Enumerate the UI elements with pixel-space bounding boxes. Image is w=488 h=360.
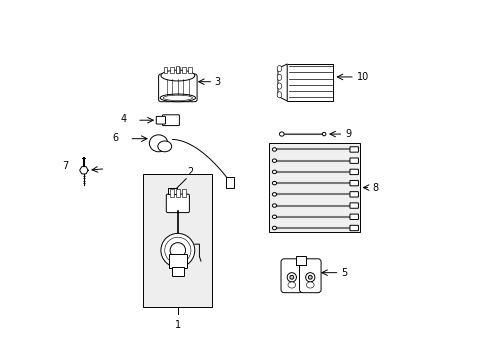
Text: 1: 1: [174, 320, 181, 330]
FancyBboxPatch shape: [162, 115, 179, 126]
Ellipse shape: [277, 92, 281, 98]
Ellipse shape: [164, 237, 190, 264]
FancyBboxPatch shape: [349, 147, 358, 152]
Ellipse shape: [272, 148, 276, 151]
FancyBboxPatch shape: [299, 259, 321, 293]
Text: 6: 6: [112, 133, 118, 143]
FancyBboxPatch shape: [349, 158, 358, 163]
Bar: [169, 67, 173, 73]
Ellipse shape: [277, 66, 281, 72]
Text: 9: 9: [344, 129, 350, 139]
Text: 5: 5: [341, 268, 346, 278]
Ellipse shape: [272, 215, 276, 219]
Bar: [296, 256, 305, 265]
Ellipse shape: [161, 233, 194, 267]
FancyBboxPatch shape: [349, 192, 358, 197]
Ellipse shape: [306, 282, 313, 288]
Polygon shape: [286, 64, 333, 101]
Circle shape: [289, 275, 293, 279]
Bar: [176, 189, 180, 197]
Bar: [167, 188, 177, 194]
FancyBboxPatch shape: [349, 169, 358, 175]
Ellipse shape: [158, 141, 171, 152]
Ellipse shape: [277, 74, 281, 80]
Ellipse shape: [279, 132, 284, 136]
Bar: [169, 189, 173, 197]
Bar: [176, 66, 179, 73]
Text: 8: 8: [371, 183, 377, 193]
Circle shape: [308, 275, 311, 279]
Ellipse shape: [272, 181, 276, 185]
FancyBboxPatch shape: [349, 203, 358, 208]
FancyBboxPatch shape: [281, 259, 302, 293]
Ellipse shape: [149, 135, 167, 152]
Bar: [182, 67, 185, 73]
Bar: [268, 143, 359, 232]
FancyBboxPatch shape: [349, 225, 358, 231]
Ellipse shape: [272, 204, 276, 207]
Ellipse shape: [287, 282, 295, 288]
Ellipse shape: [272, 159, 276, 162]
Circle shape: [305, 273, 314, 282]
Bar: [143, 174, 212, 307]
Bar: [226, 177, 234, 188]
Circle shape: [286, 273, 296, 282]
FancyBboxPatch shape: [349, 180, 358, 186]
Ellipse shape: [161, 70, 194, 81]
Text: 10: 10: [356, 72, 368, 82]
FancyBboxPatch shape: [158, 74, 197, 102]
Polygon shape: [277, 64, 286, 101]
Bar: [163, 67, 167, 73]
Ellipse shape: [322, 132, 325, 136]
Ellipse shape: [277, 83, 281, 89]
Ellipse shape: [272, 193, 276, 196]
Ellipse shape: [272, 170, 276, 174]
Text: 3: 3: [214, 77, 221, 87]
FancyBboxPatch shape: [166, 194, 189, 213]
FancyBboxPatch shape: [349, 214, 358, 220]
Ellipse shape: [272, 226, 276, 230]
Ellipse shape: [163, 95, 192, 100]
Bar: [171, 266, 183, 276]
FancyBboxPatch shape: [156, 116, 165, 124]
Bar: [188, 67, 192, 73]
Ellipse shape: [160, 94, 195, 102]
Text: 4: 4: [120, 114, 126, 123]
Bar: [168, 254, 187, 268]
Text: 7: 7: [62, 161, 68, 171]
Bar: [182, 189, 185, 197]
Bar: [176, 67, 180, 73]
Ellipse shape: [170, 243, 185, 258]
Text: 2: 2: [186, 167, 193, 177]
Polygon shape: [80, 167, 88, 174]
